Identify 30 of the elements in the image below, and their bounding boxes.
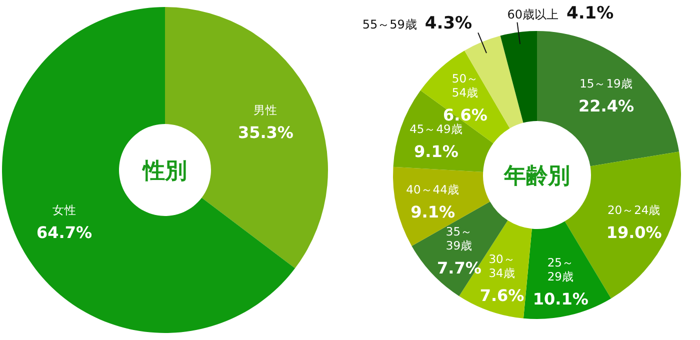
slice-label: 15～19歳 [580, 76, 633, 90]
slice-label: 50～54歳 [452, 72, 479, 100]
donut-slice [165, 7, 328, 268]
donut-slice [537, 31, 680, 166]
donut-slice [500, 31, 537, 123]
data-label: 7.6% [480, 286, 524, 306]
slice-label: 35～39歳 [446, 224, 473, 252]
slice-label: 45～49歳 [410, 122, 463, 136]
slice-label: 30～34歳 [488, 252, 516, 280]
data-label: 35.3% [238, 122, 294, 142]
data-label: 64.7% [36, 223, 92, 242]
slice-label: 20～24歳 [607, 202, 661, 217]
donut-slice [2, 7, 296, 333]
slice-label: 男性 [254, 102, 278, 117]
text: 年齢別 [503, 164, 570, 189]
data-label: 22.4% [578, 96, 634, 116]
data-label: 9.1% [414, 142, 458, 162]
data-label: 6.6% [443, 106, 488, 125]
slice-label: 40～44歳 [406, 182, 460, 196]
text: 性別 [141, 159, 187, 184]
data-label: 4.1% [566, 3, 614, 24]
slice-label: 25～29歳 [547, 255, 574, 284]
data-label: 4.3% [424, 14, 472, 34]
data-label: 7.7% [437, 258, 482, 278]
data-label: 19.0% [606, 222, 662, 242]
data-label: 10.1% [532, 289, 588, 308]
slice-label: 60歳以上 [507, 7, 558, 22]
slice-label: 女性 [52, 203, 76, 218]
data-label: 9.1% [410, 202, 455, 222]
slice-label: 55～59歳 [362, 18, 417, 32]
